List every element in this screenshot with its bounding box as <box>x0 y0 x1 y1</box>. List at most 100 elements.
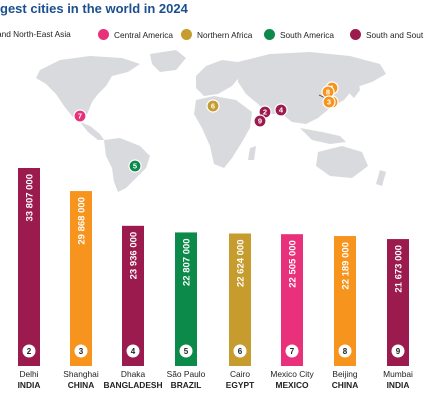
south-america-shape <box>104 138 150 192</box>
country-name: CHINA <box>67 380 95 390</box>
rank-badge-label: 3 <box>79 347 84 356</box>
rank-badge <box>22 344 36 358</box>
city-label: Shanghai CHINA <box>50 369 112 391</box>
bar-value-label: 22 505 000 <box>288 240 299 288</box>
country-name: BANGLADESH <box>103 380 163 390</box>
africa-shape <box>194 96 252 168</box>
legend-swatch <box>98 29 109 40</box>
rank-badge <box>74 344 88 358</box>
city-name: Cairo <box>229 369 250 379</box>
bar-beijing <box>334 236 356 366</box>
legend-swatch <box>350 29 361 40</box>
city-label: Dhaka BANGLADESH <box>102 369 164 391</box>
bar-chart: 33 807 000 2 29 868 000 3 23 936 000 4 22 807 … <box>18 168 409 366</box>
country-name: CHINA <box>331 380 359 390</box>
southeast-asia-shape <box>300 128 346 144</box>
map-marker-label: 7 <box>78 112 82 121</box>
map-marker-label: 6 <box>211 102 215 111</box>
rank-badge <box>179 344 193 358</box>
north-america-shape <box>36 56 140 122</box>
rank-badge-label: 9 <box>396 347 401 356</box>
bar-delhi <box>18 168 40 366</box>
rank-badge <box>391 344 405 358</box>
legend-item-central-america: Central America <box>98 29 173 40</box>
world-map: 11083249675 <box>36 50 386 192</box>
city-name: Beijing <box>332 369 358 379</box>
map-marker-4 <box>274 103 288 117</box>
city-name: Mexico City <box>270 369 314 379</box>
legend-item-east-asia: and North-East Asia <box>0 29 71 39</box>
bars: 33 807 000 2 29 868 000 3 23 936 000 4 22 807 … <box>18 168 409 366</box>
bar-mexico-city <box>281 234 303 366</box>
map-marker-5 <box>128 159 142 173</box>
map-marker-label: 9 <box>258 117 262 126</box>
map-marker-label: 5 <box>133 162 137 171</box>
city-label: Mumbai INDIA <box>367 369 428 391</box>
legend-item-south-america: South America <box>264 29 334 40</box>
rank-badge <box>233 344 247 358</box>
city-label: Delhi INDIA <box>0 369 60 391</box>
bar-value-label: 23 936 000 <box>129 232 140 280</box>
bar-value-label: 22 807 000 <box>182 238 193 286</box>
map-marker-6 <box>206 99 220 113</box>
city-name: São Paulo <box>166 369 206 379</box>
map-marker-label: 4 <box>279 106 284 115</box>
japan-shape <box>350 78 360 98</box>
legend: and North-East Asia Central America Nort… <box>0 29 428 45</box>
legend-item-northern-africa: Northern Africa <box>181 29 252 40</box>
bar-shanghai <box>70 191 92 366</box>
legend-swatch <box>181 29 192 40</box>
bar-s-o-paulo <box>175 232 197 366</box>
map-marker-label: 3 <box>327 98 331 107</box>
city-label: Mexico City MEXICO <box>261 369 323 391</box>
rank-badge-label: 6 <box>238 347 243 356</box>
country-name: INDIA <box>386 380 410 390</box>
rank-badge-label: 8 <box>343 347 348 356</box>
rank-badge <box>285 344 299 358</box>
legend-swatch <box>264 29 275 40</box>
legend-label: Northern Africa <box>197 29 253 40</box>
bar-mumbai <box>387 239 409 366</box>
city-name: Shanghai <box>63 369 99 379</box>
legend-label: and North-East Asia <box>0 29 71 39</box>
rank-badge-label: 5 <box>184 347 189 356</box>
map-marker-3 <box>322 95 336 109</box>
city-label: São Paulo BRAZIL <box>155 369 217 391</box>
country-name: MEXICO <box>275 380 309 390</box>
legend-item-south-asia: South and Sout <box>350 29 423 40</box>
new-zealand-shape <box>376 170 386 186</box>
map-marker-label: 2 <box>263 108 267 117</box>
map-marker-9 <box>253 114 267 128</box>
city-name: Mumbai <box>383 369 413 379</box>
bar-value-label: 22 189 000 <box>341 242 352 290</box>
rank-badge-label: 4 <box>131 347 136 356</box>
asia-shape <box>238 52 386 124</box>
map-marker-7 <box>73 109 87 123</box>
bar-value-label: 33 807 000 <box>25 174 36 222</box>
bar-value-label: 29 868 000 <box>77 197 88 245</box>
legend-label: South and Sout <box>366 29 424 40</box>
map-marker-label: 8 <box>326 88 330 97</box>
continents <box>36 50 386 192</box>
bar-cairo <box>229 233 251 366</box>
country-name: INDIA <box>17 380 41 390</box>
australia-shape <box>316 146 368 178</box>
rank-badge <box>338 344 352 358</box>
country-name: BRAZIL <box>170 380 202 390</box>
rank-badge-label: 2 <box>27 347 32 356</box>
legend-label: South America <box>280 29 334 40</box>
city-label: Beijing CHINA <box>314 369 376 391</box>
bar-dhaka <box>122 225 144 366</box>
greenland-shape <box>150 50 186 72</box>
rank-badge-label: 7 <box>290 347 295 356</box>
city-name: Dhaka <box>120 369 146 379</box>
europe-shape <box>196 60 242 96</box>
city-name: Delhi <box>19 369 39 379</box>
madagascar-shape <box>248 146 256 160</box>
city-label: Cairo EGYPT <box>209 369 271 391</box>
rank-badge <box>126 344 140 358</box>
city-markers: 11083249675 <box>73 81 339 173</box>
central-america-shape <box>80 122 104 140</box>
legend-label: Central America <box>114 29 174 40</box>
country-name: EGYPT <box>225 380 255 390</box>
